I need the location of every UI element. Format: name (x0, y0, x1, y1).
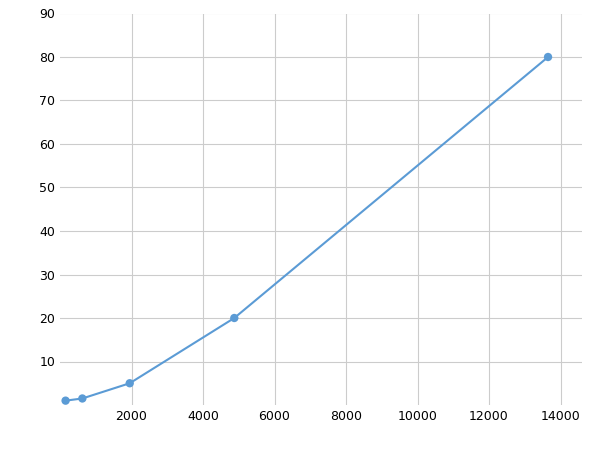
Point (543, 54, 553, 61)
Point (61, 397, 70, 404)
Point (229, 315, 239, 322)
Point (77, 395, 87, 402)
Point (125, 380, 134, 387)
